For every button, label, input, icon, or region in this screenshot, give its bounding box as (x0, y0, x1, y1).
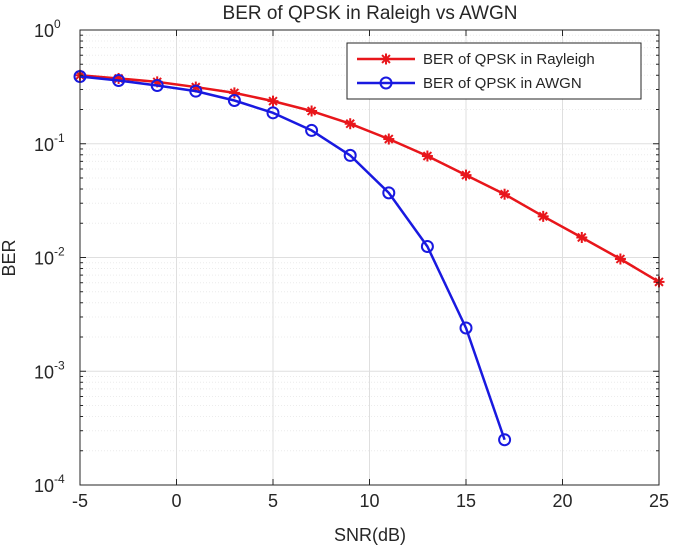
legend-marker (380, 53, 392, 65)
legend-label: BER of QPSK in AWGN (423, 75, 582, 92)
marker-stroke (306, 106, 317, 116)
legend-box (346, 42, 642, 100)
y-tick-label: 100 (34, 17, 61, 41)
y-tick-label: 10-1 (34, 131, 65, 155)
x-tick-label: -5 (72, 491, 88, 511)
y-tick-base: 10 (34, 476, 54, 496)
x-tick-label: 10 (359, 491, 379, 511)
x-tick-label: 25 (649, 491, 669, 511)
axis-ticks (79, 29, 660, 486)
data-point (460, 169, 472, 181)
data-point (150, 79, 164, 93)
data-point (267, 95, 279, 107)
marker-stroke (577, 232, 587, 243)
data-point (227, 94, 241, 108)
data-point (382, 186, 396, 200)
data-point (112, 73, 126, 87)
data-point (537, 210, 549, 222)
y-tick-label: 10-2 (34, 245, 65, 269)
data-point (189, 84, 203, 98)
marker-stroke (384, 134, 394, 144)
x-tick-label: 15 (456, 491, 476, 511)
x-axis-label: SNR(dB) (334, 525, 406, 545)
y-tick-exponent: -4 (54, 472, 65, 486)
y-tick-exponent: 0 (54, 17, 61, 31)
marker-stroke (461, 170, 471, 180)
marker-stroke (268, 96, 278, 106)
data-point (459, 321, 473, 335)
data-point (343, 148, 357, 162)
series-line (79, 74, 660, 283)
data-point (421, 150, 433, 162)
legend-label: BER of QPSK in Rayleigh (423, 51, 595, 68)
legend-item: BER of QPSK in AWGN (357, 75, 582, 92)
data-point (498, 433, 512, 447)
series-layer (73, 69, 665, 447)
marker-stroke (381, 54, 391, 64)
data-point (499, 188, 511, 200)
x-tick-label: 5 (268, 491, 278, 511)
data-point (576, 231, 588, 243)
y-tick-label: 10-4 (34, 472, 65, 496)
y-axis-label: BER (0, 239, 19, 276)
marker-stroke (345, 119, 355, 129)
legend-marker (379, 76, 393, 90)
series-1 (73, 70, 512, 447)
y-tick-exponent: -1 (54, 131, 65, 145)
y-tick-exponent: -2 (54, 245, 65, 259)
data-point (344, 118, 356, 130)
x-tick-label: 0 (171, 491, 181, 511)
y-tick-label: 10-3 (34, 358, 65, 382)
data-point (614, 253, 626, 265)
data-point (383, 133, 395, 145)
legend-item: BER of QPSK in Rayleigh (357, 51, 595, 68)
chart-title: BER of QPSK in Raleigh vs AWGN (223, 3, 518, 24)
data-point (306, 105, 318, 117)
data-point (420, 239, 434, 253)
marker-stroke (499, 189, 510, 199)
y-tick-base: 10 (34, 135, 54, 155)
legend: BER of QPSK in Rayleigh BER of QPSK in AW… (346, 42, 642, 100)
marker-stroke (422, 151, 433, 161)
x-tick-label: 20 (552, 491, 572, 511)
x-tick-labels: -5 0 5 10 15 20 25 (72, 491, 669, 511)
marker-stroke (538, 211, 548, 222)
data-point (305, 123, 319, 137)
y-tick-exponent: -3 (54, 358, 65, 372)
y-tick-base: 10 (34, 21, 54, 41)
y-tick-base: 10 (34, 362, 54, 382)
data-point (266, 106, 280, 120)
y-tick-base: 10 (34, 249, 54, 269)
marker-stroke (615, 254, 626, 264)
